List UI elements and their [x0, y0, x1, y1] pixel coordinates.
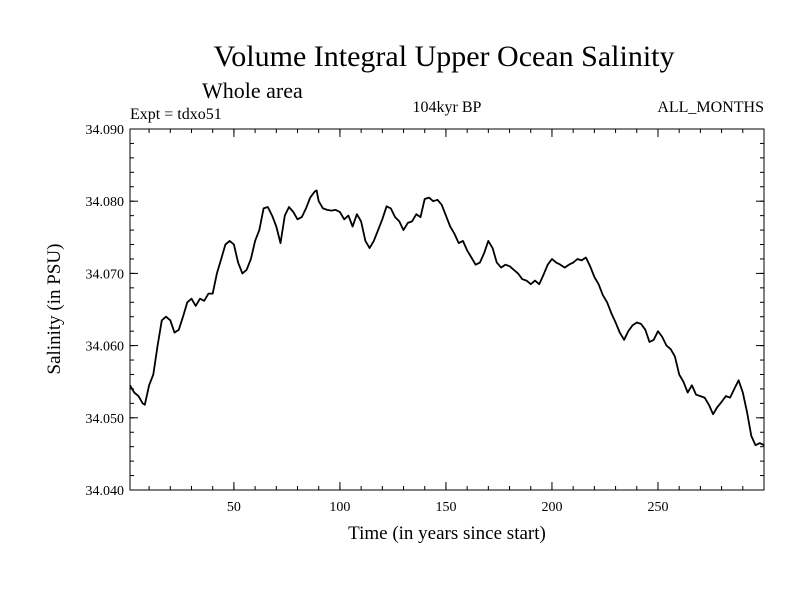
experiment-label: Expt = tdxo51	[130, 106, 222, 123]
y-tick-label: 34.090	[86, 123, 125, 138]
plot-frame	[129, 128, 765, 491]
y-tick-label: 34.050	[86, 412, 125, 427]
y-tick-label: 34.070	[86, 267, 125, 282]
x-tick-label: 50	[227, 500, 241, 515]
x-axis-ticks: 50 100 150 200 250	[227, 129, 668, 515]
x-tick-label: 250	[647, 500, 668, 515]
x-tick-label: 200	[541, 500, 562, 515]
salinity-series-line	[129, 189, 765, 447]
y-axis-ticks: 34.040 34.050 34.060 34.070 34.080 34.090	[86, 123, 764, 499]
y-axis-label: Salinity (in PSU)	[44, 244, 65, 375]
period-label: 104kyr BP	[413, 99, 482, 116]
x-axis-label: Time (in years since start)	[348, 523, 546, 544]
months-label: ALL_MONTHS	[657, 99, 764, 116]
y-minor-ticks	[130, 128, 764, 491]
y-tick-label: 34.040	[86, 484, 125, 499]
y-tick-label: 34.080	[86, 195, 125, 210]
x-tick-label: 150	[435, 500, 456, 515]
x-minor-ticks	[148, 129, 765, 490]
x-tick-label: 100	[329, 500, 350, 515]
chart-subtitle: Whole area	[202, 78, 303, 103]
y-tick-label: 34.060	[86, 340, 125, 355]
chart-title: Volume Integral Upper Ocean Salinity	[214, 40, 675, 73]
